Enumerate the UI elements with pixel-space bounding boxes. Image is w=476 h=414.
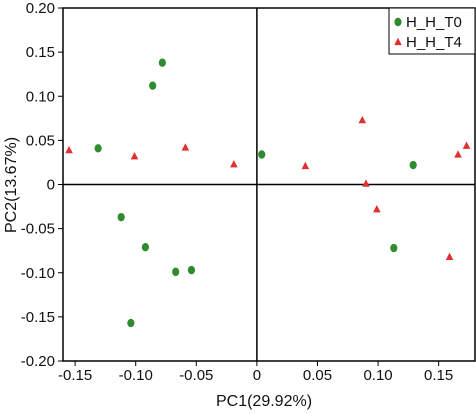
y-axis-ticks: 0.20 0.15 0.10 0.05 0 -0.05 -0.10 -0.15 -0.20 (21, 0, 63, 370)
point-h-h-t4 (373, 205, 381, 213)
legend-marker-h-h-t0-shape (394, 17, 402, 27)
x-tick-label: 0.10 (363, 367, 392, 384)
point-h-h-t4 (181, 143, 190, 151)
x-tick-label: 0.15 (424, 367, 453, 384)
x-tick-label: 0 (253, 367, 261, 384)
point-h-h-t0 (94, 144, 102, 153)
y-tick-label: -0.10 (21, 265, 55, 282)
point-h-h-t0 (117, 212, 125, 222)
legend-marker-h-h-t4 (394, 37, 402, 46)
x-tick-label: -0.10 (119, 367, 153, 384)
point-h-h-t4 (445, 252, 454, 261)
x-tick-label: 0.05 (303, 367, 332, 384)
point-h-h-t4 (362, 179, 370, 187)
y-tick-label: 0.05 (26, 132, 55, 149)
point-h-h-t0 (187, 265, 196, 275)
x-tick-label: -0.05 (179, 367, 213, 384)
point-h-h-t4 (454, 150, 462, 158)
y-tick-label: 0.15 (26, 44, 55, 61)
point-h-h-t0 (141, 242, 149, 252)
legend-label-h-h-t0: H_H_T0 (406, 14, 462, 31)
point-h-h-t4 (462, 141, 471, 149)
y-axis-label: PC2(13.67%) (3, 137, 20, 233)
legend: H_H_T0 H_H_T4 (388, 7, 476, 55)
legend-marker-h-h-t4-shape (394, 37, 402, 46)
point-h-h-t4 (358, 115, 367, 124)
point-h-h-t0 (172, 267, 180, 277)
y-tick-label: -0.05 (21, 221, 55, 238)
y-tick-label: 0 (47, 177, 55, 194)
data-points (65, 58, 471, 328)
point-h-h-t0 (127, 318, 135, 328)
legend-box (388, 7, 476, 55)
point-h-h-t4 (301, 161, 310, 170)
point-h-h-t4 (65, 145, 73, 154)
y-tick-label: 0.20 (26, 0, 55, 17)
point-h-h-t0 (409, 160, 417, 170)
x-axis-ticks: -0.15 -0.10 -0.05 0 0.05 0.10 0.15 (58, 361, 453, 384)
y-tick-label: -0.20 (21, 353, 55, 370)
y-tick-label: 0.10 (26, 88, 55, 105)
point-h-h-t0 (258, 150, 266, 159)
x-tick-label: -0.15 (58, 367, 92, 384)
point-h-h-t4 (130, 152, 139, 160)
plot-area (62, 7, 476, 362)
point-h-h-t0 (158, 58, 166, 67)
point-h-h-t0 (149, 81, 157, 90)
x-axis-label: PC1(29.92%) (216, 393, 312, 410)
point-h-h-t0 (390, 243, 398, 253)
legend-marker-h-h-t0 (394, 17, 402, 27)
legend-label-h-h-t4: H_H_T4 (406, 34, 462, 51)
point-h-h-t4 (230, 160, 238, 168)
y-tick-label: -0.15 (21, 309, 55, 326)
